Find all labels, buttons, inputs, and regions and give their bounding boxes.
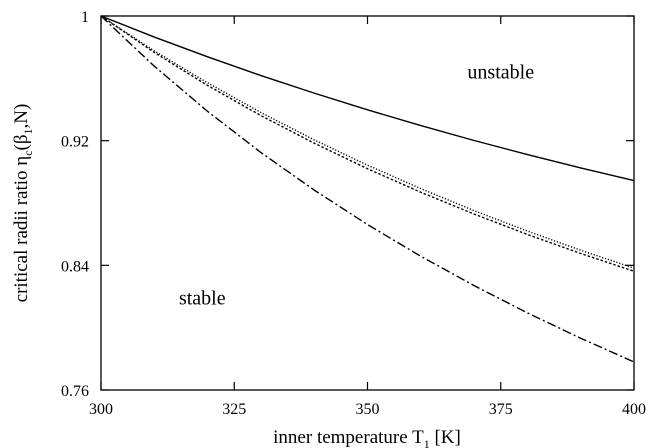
x-tick-label-0: 300 <box>89 401 113 418</box>
y-axis-label: critical radii ratio ηc(β1,N) <box>11 104 35 303</box>
x-tick-label-2: 350 <box>356 401 380 418</box>
x-tick-label-3: 375 <box>489 401 513 418</box>
x-axis-label-subscript: 1 <box>424 437 430 448</box>
annotation-unstable: unstable <box>467 61 534 83</box>
x-axis-label-unit: [K] <box>430 427 461 448</box>
y-axis-label-text: critical radii ratio η <box>11 156 32 303</box>
y-axis-label-close: ,N) <box>11 104 32 129</box>
y-tick-label-1: 0.84 <box>61 258 89 275</box>
plot-frame <box>100 15 635 391</box>
y-tick-label-2: 0.92 <box>61 134 89 151</box>
y-tick-label-0: 0.76 <box>61 383 89 400</box>
series-dashdot-line <box>100 15 635 363</box>
y-axis-label-subscript-c: c <box>21 150 35 155</box>
series-dotted-line <box>100 15 635 269</box>
axis-ticks: 300 325 350 375 400 0.76 0.84 0.92 1 <box>61 9 646 418</box>
series-solid-line <box>100 15 635 182</box>
y-axis-label-subscript-1: 1 <box>21 128 35 134</box>
x-tick-label-4: 400 <box>622 401 646 418</box>
annotation-stable: stable <box>179 287 226 309</box>
annotations: unstable stable <box>179 61 534 309</box>
x-axis-label-text: inner temperature T <box>273 427 424 448</box>
x-tick-label-1: 325 <box>222 401 246 418</box>
x-axis-label: inner temperature T1 [K] <box>273 427 461 448</box>
y-tick-label-3: 1 <box>81 9 89 26</box>
series-group <box>100 15 635 363</box>
y-axis-label-open: (β <box>11 134 32 150</box>
series-dashed-line <box>100 15 635 272</box>
